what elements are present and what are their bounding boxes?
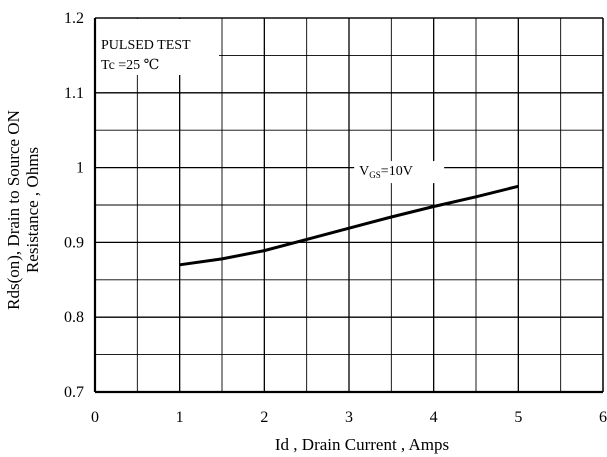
annotation-pulsed-test: PULSED TEST (101, 38, 191, 53)
y-tick-label: 1.1 (64, 85, 84, 102)
annotation-temperature: Tc =25 ℃ (101, 58, 159, 73)
x-tick-label: 0 (91, 409, 99, 426)
y-tick-label: 1.2 (64, 10, 84, 27)
annotation-box (96, 19, 219, 75)
x-axis-title: Id , Drain Current , Amps (275, 435, 449, 454)
series-label-vgs: VGS=10V (359, 164, 413, 180)
series-label-background (354, 161, 445, 184)
x-tick-label: 2 (260, 409, 268, 426)
y-tick-label: 1 (76, 160, 84, 177)
x-tick-label: 1 (176, 409, 184, 426)
x-tick-label: 3 (345, 409, 353, 426)
y-tick-label: 0.8 (64, 309, 84, 326)
x-tick-label: 4 (430, 409, 438, 426)
series-line-vgs-10v (179, 184, 519, 267)
y-axis-title-line2: Resistance , Ohms (23, 147, 42, 273)
series-label-subscript: GS (369, 170, 381, 180)
x-tick-label: 6 (599, 409, 607, 426)
tick-labels: 0 1 2 3 4 5 6 0.7 0.8 0.9 1 1.1 1.2 (64, 10, 607, 426)
series-label-value: =10V (381, 164, 413, 179)
x-tick-label: 5 (514, 409, 522, 426)
series-label-main: V (359, 164, 369, 179)
y-tick-label: 0.7 (64, 384, 84, 401)
y-tick-label: 0.9 (64, 234, 84, 251)
y-axis-title-line1: Rds(on), Drain to Source ON (4, 110, 23, 310)
axes (93, 17, 604, 394)
